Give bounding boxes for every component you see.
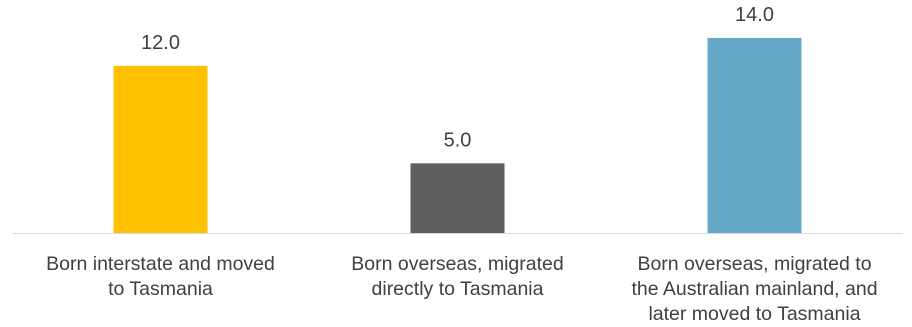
category-labels-layer: Born interstate and moved to TasmaniaBorn… xyxy=(46,253,877,325)
bar-value-label-3: 14.0 xyxy=(735,4,774,26)
category-label-line: later moved to Tasmania xyxy=(648,303,860,325)
bar-value-label-1: 12.0 xyxy=(141,32,180,54)
category-label-3: Born overseas, migrated to the Australian… xyxy=(631,253,877,325)
bar-value-label-2: 5.0 xyxy=(444,129,472,151)
bar-1 xyxy=(113,65,208,234)
value-labels-layer: 12.0 5.0 14.0 xyxy=(141,4,774,151)
category-label-line: Born overseas, migrated xyxy=(351,253,563,275)
category-label-1: Born interstate and moved to Tasmania xyxy=(46,253,275,300)
bar-2 xyxy=(410,163,505,233)
bars-layer xyxy=(113,37,802,234)
category-label-line: directly to Tasmania xyxy=(372,278,544,300)
category-label-line: Born interstate and moved xyxy=(46,253,275,275)
category-label-line: the Australian mainland, and xyxy=(631,278,877,300)
category-label-line: Born overseas, migrated to xyxy=(637,253,871,275)
category-label-2: Born overseas, migrated directly to Tasma… xyxy=(351,253,563,300)
bar-3 xyxy=(707,37,802,234)
category-label-line: to Tasmania xyxy=(108,278,213,300)
